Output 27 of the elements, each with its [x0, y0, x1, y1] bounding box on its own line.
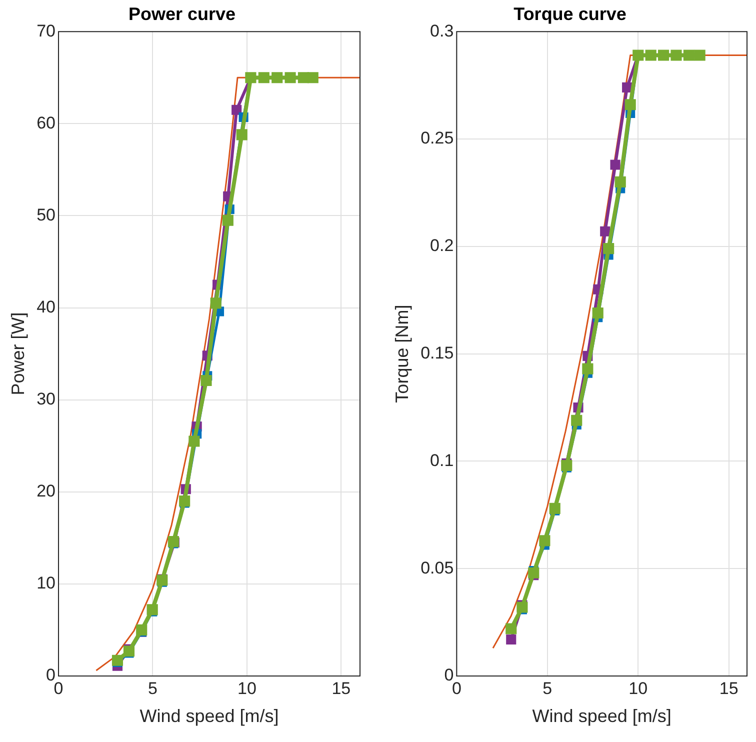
y-tick-label: 40 — [36, 297, 56, 316]
y-tick-label: 0 — [444, 666, 454, 685]
x-tick-label: 15 — [719, 678, 738, 698]
y-axis-title: Power [W] — [8, 312, 28, 396]
chart-title: Power curve — [128, 4, 236, 24]
y-tick-label: 0.15 — [420, 343, 454, 362]
y-tick-label: 30 — [36, 390, 56, 409]
y-tick-label: 20 — [36, 482, 56, 501]
x-tick-label: 10 — [628, 678, 648, 698]
y-tick-label: 0 — [46, 666, 56, 685]
y-tick-label: 0.25 — [420, 128, 454, 148]
y-tick-label: 0.1 — [430, 450, 454, 470]
x-tick-label: 5 — [542, 678, 552, 698]
y-tick-label: 0.2 — [430, 236, 454, 256]
y-tick-label: 0.3 — [430, 21, 454, 40]
y-axis-title: Torque [Nm] — [392, 304, 412, 403]
y-tick-label: 60 — [36, 113, 56, 132]
chart-title: Torque curve — [514, 4, 626, 24]
y-tick-label: 0.05 — [420, 558, 454, 578]
x-tick-label: 5 — [148, 678, 158, 698]
x-tick-label: 10 — [237, 678, 256, 698]
y-tick-label: 50 — [36, 205, 56, 224]
x-tick-label: 15 — [332, 678, 351, 698]
y-tick-label: 10 — [36, 574, 56, 593]
x-axis-title: Wind speed [m/s] — [532, 706, 672, 726]
y-tick-label: 70 — [36, 21, 56, 40]
x-axis-title: Wind speed [m/s] — [140, 706, 279, 726]
